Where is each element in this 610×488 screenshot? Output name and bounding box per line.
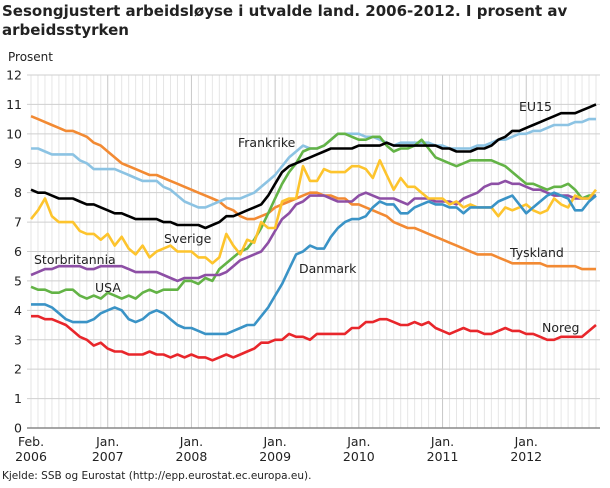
x-tick-label-year: 2011	[427, 449, 459, 464]
series-label-tyskland: Tyskland	[509, 245, 564, 260]
x-tick-label-year: 2010	[343, 449, 375, 464]
y-tick-label: 7	[14, 215, 22, 230]
x-tick-label-month: Jan.	[430, 434, 454, 449]
series-label-danmark: Danmark	[299, 261, 357, 276]
x-tick-label-month: Jan.	[514, 434, 538, 449]
source-note: Kjelde: SSB og Eurostat (http://epp.euro…	[2, 470, 312, 482]
series-line-storbritannia	[30, 179, 597, 283]
x-tick-label-year: 2007	[92, 449, 124, 464]
series-label-eu15: EU15	[519, 99, 552, 114]
x-tick-label-month: Feb.	[18, 434, 44, 449]
x-tick-label-year: 2008	[176, 449, 208, 464]
series-line-eu15	[30, 103, 597, 230]
y-tick-label: 10	[6, 126, 22, 141]
series-label-storbritannia: Storbritannia	[34, 252, 116, 267]
x-tick-label-year: 2012	[510, 449, 542, 464]
series-line-tyskland	[30, 114, 596, 271]
series-label-sverige: Sverige	[164, 231, 212, 246]
y-tick-label: 4	[14, 303, 22, 318]
y-tick-label: 12	[6, 68, 22, 83]
y-tick-label: 8	[14, 185, 22, 200]
chart-title: Sesongjustert arbeidsløyse i utvalde lan…	[2, 2, 568, 39]
series-line-noreg	[31, 314, 597, 362]
y-tick-label: 11	[6, 97, 22, 112]
series-label-noreg: Noreg	[542, 320, 580, 335]
series-line-danmark	[31, 191, 597, 336]
y-axis-label: Prosent	[8, 50, 53, 64]
x-tick-label-month: Jan.	[346, 434, 370, 449]
series-label-usa: USA	[95, 280, 121, 295]
x-tick-label-year: 2006	[15, 449, 47, 464]
series-line-sverige	[29, 159, 598, 265]
x-tick-label-month: Jan.	[263, 434, 287, 449]
y-tick-label: 6	[14, 244, 22, 259]
y-tick-label: 9	[14, 156, 22, 171]
x-tick-label-month: Jan.	[179, 434, 203, 449]
y-tick-label: 5	[14, 273, 22, 288]
series-line-usa	[30, 132, 596, 300]
x-tick-label-year: 2009	[259, 449, 291, 464]
y-tick-label: 3	[14, 332, 22, 347]
y-tick-label: 0	[14, 421, 22, 436]
series-label-frankrike: Frankrike	[238, 135, 296, 150]
x-tick-label-month: Jan.	[95, 434, 119, 449]
y-tick-label: 1	[14, 391, 22, 406]
y-tick-label: 2	[14, 362, 22, 377]
